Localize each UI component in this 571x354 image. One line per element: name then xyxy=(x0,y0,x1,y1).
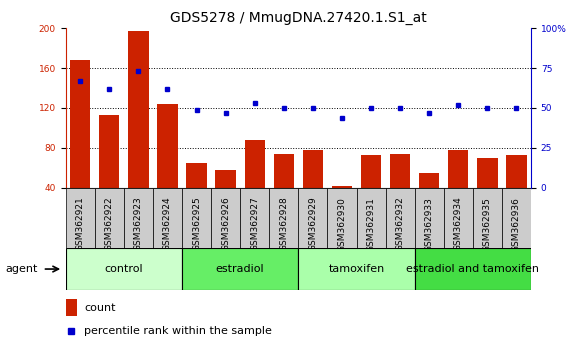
Bar xyxy=(327,188,356,248)
Bar xyxy=(298,248,415,290)
Bar xyxy=(415,248,531,290)
Bar xyxy=(303,150,323,188)
Bar xyxy=(182,188,211,248)
Text: GSM362936: GSM362936 xyxy=(512,197,521,252)
Bar xyxy=(361,155,381,188)
Bar xyxy=(153,188,182,248)
Bar xyxy=(390,154,411,188)
Text: GDS5278 / MmugDNA.27420.1.S1_at: GDS5278 / MmugDNA.27420.1.S1_at xyxy=(170,11,427,25)
Bar xyxy=(444,188,473,248)
Text: GSM362925: GSM362925 xyxy=(192,197,201,251)
Bar xyxy=(415,188,444,248)
Bar xyxy=(298,188,327,248)
Text: GSM362921: GSM362921 xyxy=(76,197,85,251)
Text: agent: agent xyxy=(6,264,38,274)
Bar xyxy=(356,188,385,248)
Bar xyxy=(99,115,119,188)
Text: GSM362935: GSM362935 xyxy=(483,197,492,252)
Bar xyxy=(477,158,497,188)
Bar xyxy=(385,188,415,248)
Bar xyxy=(473,188,502,248)
Bar xyxy=(211,188,240,248)
Bar xyxy=(274,154,294,188)
Bar xyxy=(215,170,236,188)
Bar xyxy=(128,31,148,188)
Bar xyxy=(419,173,440,188)
Bar xyxy=(240,188,270,248)
Text: GSM362929: GSM362929 xyxy=(308,197,317,251)
Bar xyxy=(182,248,298,290)
Bar xyxy=(157,104,178,188)
Text: GSM362924: GSM362924 xyxy=(163,197,172,251)
Text: GSM362926: GSM362926 xyxy=(221,197,230,251)
Bar xyxy=(448,150,468,188)
Bar xyxy=(506,155,526,188)
Text: control: control xyxy=(104,264,143,274)
Text: GSM362922: GSM362922 xyxy=(105,197,114,251)
Bar xyxy=(66,248,182,290)
Bar xyxy=(186,163,207,188)
Text: GSM362933: GSM362933 xyxy=(425,197,434,252)
Text: GSM362934: GSM362934 xyxy=(454,197,463,251)
Bar xyxy=(95,188,124,248)
Bar xyxy=(66,188,95,248)
Text: GSM362928: GSM362928 xyxy=(279,197,288,251)
Text: estradiol and tamoxifen: estradiol and tamoxifen xyxy=(407,264,540,274)
Bar xyxy=(332,185,352,188)
Text: percentile rank within the sample: percentile rank within the sample xyxy=(85,326,272,336)
Text: tamoxifen: tamoxifen xyxy=(328,264,385,274)
Text: estradiol: estradiol xyxy=(216,264,264,274)
Bar xyxy=(124,188,153,248)
Text: GSM362930: GSM362930 xyxy=(337,197,347,252)
Bar xyxy=(70,60,90,188)
Bar xyxy=(270,188,298,248)
Bar xyxy=(244,140,265,188)
Bar xyxy=(66,299,77,316)
Text: GSM362923: GSM362923 xyxy=(134,197,143,251)
Text: count: count xyxy=(85,303,116,313)
Text: GSM362932: GSM362932 xyxy=(396,197,405,251)
Bar xyxy=(502,188,531,248)
Text: GSM362931: GSM362931 xyxy=(367,197,376,252)
Text: GSM362927: GSM362927 xyxy=(250,197,259,251)
